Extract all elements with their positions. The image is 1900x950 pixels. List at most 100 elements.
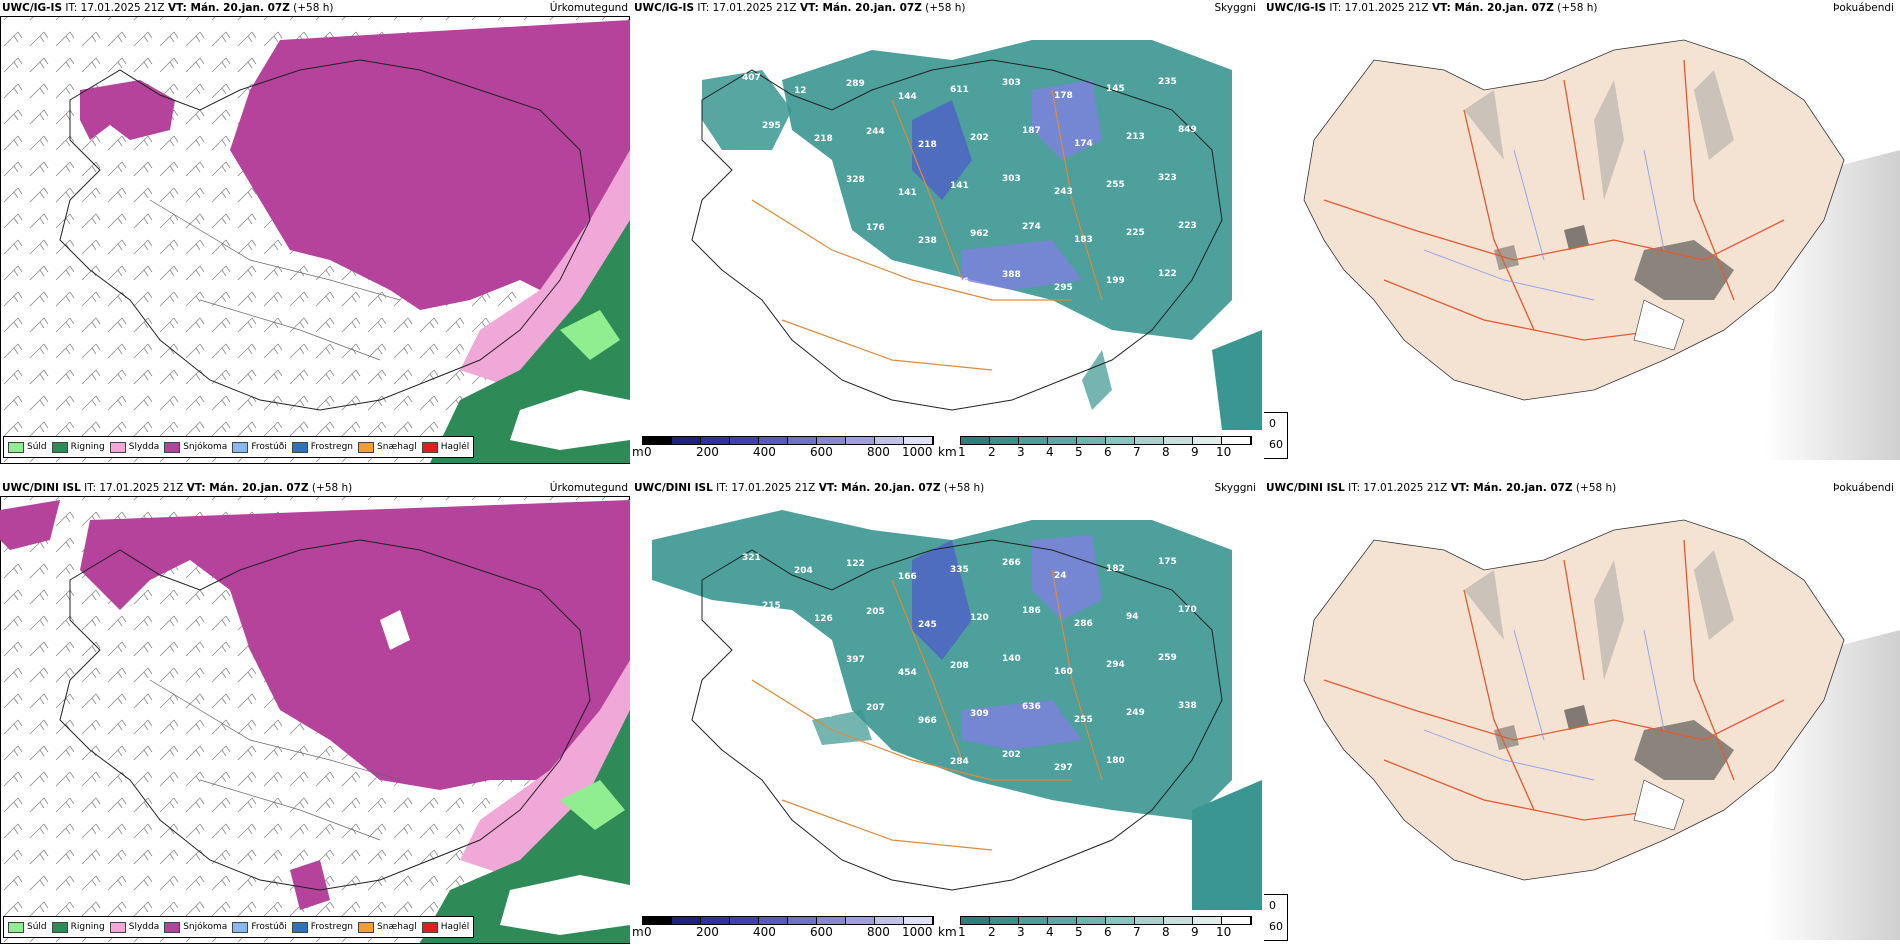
legend-item: Frostúði xyxy=(232,921,287,933)
cloud-base-label: 200 xyxy=(794,278,813,288)
panel-title: Þokuábendi xyxy=(1833,482,1894,494)
cbar-tick: 2 xyxy=(988,445,996,459)
cloud-base-label: 365 xyxy=(742,169,761,179)
cloud-base-label: 169 xyxy=(814,230,833,240)
cbar-tick: 0 xyxy=(644,445,652,459)
cloud-base-label: 225 xyxy=(1126,228,1145,238)
legend-item: Frostúði xyxy=(232,441,287,453)
colorbar-m: m 0 200 400 600 800 1000 xyxy=(632,914,937,944)
cbar-tick: 200 xyxy=(696,445,719,459)
cbar-tick: 1000 xyxy=(902,925,933,939)
cbar-unit: m xyxy=(632,445,644,459)
fog-legend-min: 0 xyxy=(1269,899,1276,912)
precip-panel-bottom: UWC/DINI ISL IT: 17.01.2025 21Z VT: Mán.… xyxy=(0,480,630,950)
cloud-base-label: 178 xyxy=(1054,91,1073,101)
cloud-base-label: 295 xyxy=(762,121,781,131)
cbar-tick: 4 xyxy=(1046,445,1054,459)
cloud-map-top: 407 12 289 144 611 303 178 145 235 295 218 244 218 20… xyxy=(691,40,1262,430)
cbar-tick: 8 xyxy=(1162,445,1170,459)
cbar-tick: 3 xyxy=(1017,925,1025,939)
cloud-base-label: 153 xyxy=(742,265,761,275)
cloud-base-label: 303 xyxy=(1002,78,1021,88)
cloud-base-label: 144 xyxy=(898,92,917,102)
cbar-tick: 400 xyxy=(753,925,776,939)
cbar-tick: 10 xyxy=(1216,445,1232,459)
legend-item: Snæhagl xyxy=(358,921,417,933)
cloud-base-label: 187 xyxy=(1022,126,1041,136)
fog-panel-top: UWC/IG-IS IT: 17.01.2025 21Z VT: Mán. 20… xyxy=(1264,0,1900,470)
legend-item: Haglél xyxy=(421,441,469,453)
cloud-base-label: 205 xyxy=(866,607,885,617)
cloud-base-label: 122 xyxy=(846,559,865,569)
panel-header: UWC/DINI ISL IT: 17.01.2025 21Z VT: Mán.… xyxy=(2,482,353,494)
cbar-tick: 1000 xyxy=(902,445,933,459)
cloud-base-label: 297 xyxy=(1054,763,1073,773)
cloud-base-label: 126 xyxy=(814,614,833,624)
cloud-base-label: 142 xyxy=(742,649,761,659)
cbar-tick: 200 xyxy=(696,925,719,939)
cloud-base-label: 849 xyxy=(1178,125,1197,135)
cloud-base-label: 122 xyxy=(1158,269,1177,279)
cloud-base-label: 966 xyxy=(918,716,937,726)
cloud-base-label: 284 xyxy=(950,757,969,767)
precip-legend: Súld Rigning Slydda Snjókoma Frostúði Fr… xyxy=(3,916,475,938)
cbar-tick: 0 xyxy=(644,925,652,939)
cloud-base-label: 338 xyxy=(1178,701,1197,711)
cbar-unit: km xyxy=(938,445,957,459)
fog-legend-min: 0 xyxy=(1269,417,1276,430)
cloud-base-label: 245 xyxy=(918,620,937,630)
cbar-tick: 2 xyxy=(988,925,996,939)
precip-panel-top: UWC/IG-IS IT: 17.01.2025 21Z VT: Mán. 20… xyxy=(0,0,630,470)
cloud-base-label: 335 xyxy=(950,565,969,575)
panel-title: Skyggni xyxy=(1214,482,1257,494)
legend-item: Snjókoma xyxy=(164,921,227,933)
panel-header: UWC/DINI ISL IT: 17.01.2025 21Z VT: Mán.… xyxy=(634,482,985,494)
cbar-tick: 9 xyxy=(1191,445,1199,459)
cloud-base-label: 215 xyxy=(762,601,781,611)
cloud-base-label: 160 xyxy=(1054,667,1073,677)
fog-legend: 0 60 xyxy=(1264,894,1288,941)
cbar-unit: m xyxy=(632,925,644,939)
panel-title: Úrkomutegund xyxy=(549,2,628,14)
cloud-base-label: 259 xyxy=(1158,653,1177,663)
cloud-base-label: 174 xyxy=(1074,139,1093,149)
cloud-base-label: 183 xyxy=(1074,235,1093,245)
cloud-base-label: 328 xyxy=(846,175,865,185)
cloud-base-label: 388 xyxy=(1002,270,1021,280)
cloud-base-label: 294 xyxy=(1106,660,1125,670)
precip-map-bottom xyxy=(0,497,630,943)
cbar-tick: 800 xyxy=(867,925,890,939)
legend-item: Snæhagl xyxy=(358,441,417,453)
legend-item: Slydda xyxy=(109,441,159,453)
cbar-tick: 600 xyxy=(810,445,833,459)
panel-title: Úrkomutegund xyxy=(549,482,628,494)
cbar-tick: 600 xyxy=(810,925,833,939)
cbar-tick: 1 xyxy=(958,925,966,939)
cloud-base-label: 186 xyxy=(1022,606,1041,616)
cloud-base-label: 141 xyxy=(898,188,917,198)
cloud-base-label: 273 xyxy=(794,662,813,672)
cloud-base-label: 12 xyxy=(794,86,807,96)
colorbar-km: km 1 2 3 4 5 6 7 8 9 10 xyxy=(938,914,1258,944)
cloud-base-label: 182 xyxy=(1106,564,1125,574)
cbar-unit: km xyxy=(938,925,957,939)
colorbar-m: m 0 200 400 600 800 1000 xyxy=(632,434,937,464)
cloud-base-label: 208 xyxy=(950,661,969,671)
cbar-tick: 10 xyxy=(1216,925,1232,939)
cloud-base-label: 213 xyxy=(1126,132,1145,142)
cloud-base-label: 223 xyxy=(1178,221,1197,231)
cloud-base-label: 219 xyxy=(898,764,917,774)
cbar-tick: 9 xyxy=(1191,925,1199,939)
cbar-tick: 6 xyxy=(1104,925,1112,939)
cloud-base-label: 243 xyxy=(1054,187,1073,197)
cloud-base-label: 266 xyxy=(1002,558,1021,568)
fog-legend: 0 60 xyxy=(1264,412,1288,459)
cloud-base-label: 175 xyxy=(1158,557,1177,567)
cloud-base-label: 170 xyxy=(1178,605,1197,615)
cloud-base-label: 150 xyxy=(794,758,813,768)
legend-item: Rigning xyxy=(51,441,105,453)
cloud-base-label: 218 xyxy=(814,134,833,144)
legend-item: Snjókoma xyxy=(164,441,227,453)
cloud-base-label: 199 xyxy=(1106,276,1125,286)
cloud-base-label: 286 xyxy=(1074,619,1093,629)
